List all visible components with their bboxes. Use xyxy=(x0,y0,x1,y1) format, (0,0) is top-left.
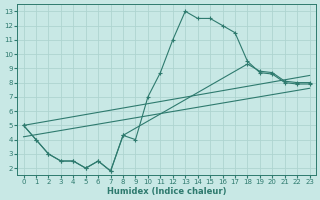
X-axis label: Humidex (Indice chaleur): Humidex (Indice chaleur) xyxy=(107,187,226,196)
